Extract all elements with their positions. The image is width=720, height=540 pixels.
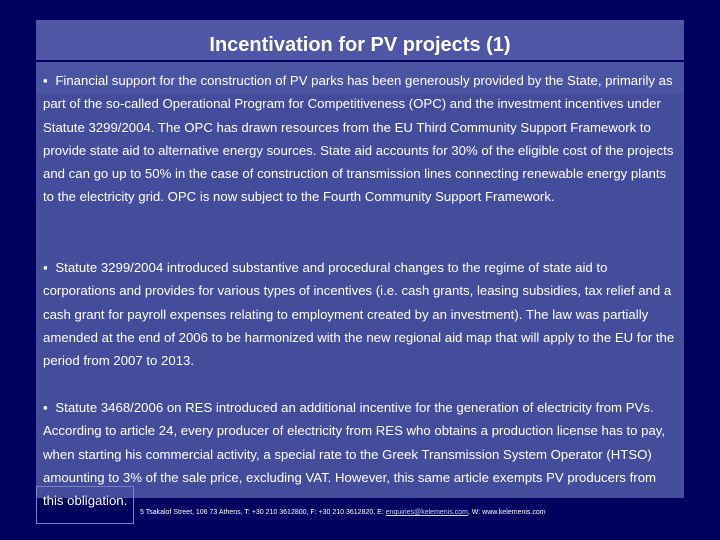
paragraph-text: Statute 3468/2006 on RES introduced an a… — [43, 400, 666, 509]
footer-contact: 5 Tsakalof Street, 106 73 Athens, T: +30… — [140, 509, 700, 516]
bullet-icon: ▪ — [43, 73, 48, 88]
paragraph-opc: ▪ Financial support for the construction… — [43, 69, 679, 209]
bullet-icon: ▪ — [43, 400, 48, 415]
paragraph-statute-3299: ▪ Statute 3299/2004 introduced substanti… — [43, 256, 679, 372]
paragraph-statute-3468: ▪ Statute 3468/2006 on RES introduced an… — [43, 396, 679, 512]
paragraph-text: Financial support for the construction o… — [43, 73, 674, 205]
footer-website: , W: www.kelemenis.com — [467, 509, 546, 516]
logo-frame — [36, 486, 134, 524]
footer-email-link[interactable]: enquiries@kelemenis.com — [385, 509, 468, 516]
content-band — [36, 94, 684, 498]
footer-address: 5 Tsakalof Street, 106 73 Athens, T: +30… — [140, 509, 386, 516]
title-bar — [36, 20, 684, 60]
paragraph-text: Statute 3299/2004 introduced substantive… — [43, 260, 675, 369]
bullet-icon: ▪ — [43, 260, 48, 275]
slide-title: Incentivation for PV projects (1) — [209, 34, 511, 56]
